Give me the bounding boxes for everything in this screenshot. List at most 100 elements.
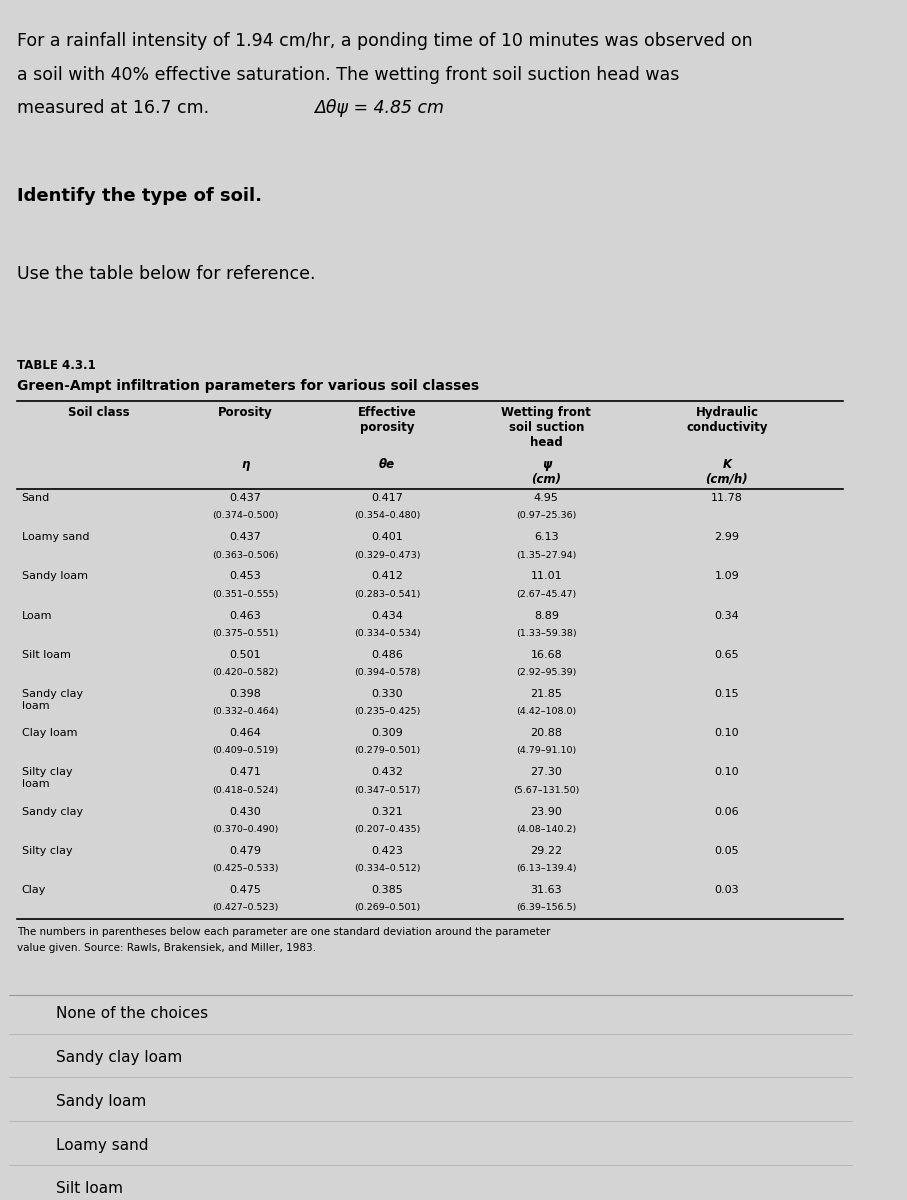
Text: Identify the type of soil.: Identify the type of soil. (17, 187, 262, 205)
Text: Loamy sand: Loamy sand (22, 533, 89, 542)
Text: (4.42–108.0): (4.42–108.0) (516, 707, 576, 716)
Text: (0.97–25.36): (0.97–25.36) (516, 511, 577, 521)
Text: ψ
(cm): ψ (cm) (532, 457, 561, 486)
Text: 20.88: 20.88 (531, 728, 562, 738)
Text: None of the choices: None of the choices (56, 1007, 208, 1021)
Text: Silt loam: Silt loam (22, 650, 71, 660)
Text: (6.13–139.4): (6.13–139.4) (516, 864, 577, 874)
Text: (0.420–0.582): (0.420–0.582) (212, 668, 278, 677)
Text: Silty clay: Silty clay (22, 846, 73, 856)
Text: 0.34: 0.34 (715, 611, 739, 620)
Text: 29.22: 29.22 (531, 846, 562, 856)
Text: 27.30: 27.30 (531, 768, 562, 778)
Text: (4.08–140.2): (4.08–140.2) (516, 824, 576, 834)
Text: (0.207–0.435): (0.207–0.435) (354, 824, 420, 834)
Text: (0.418–0.524): (0.418–0.524) (212, 786, 278, 794)
Text: 0.03: 0.03 (715, 886, 739, 895)
Text: a soil with 40% effective saturation. The wetting front soil suction head was: a soil with 40% effective saturation. Th… (17, 66, 679, 84)
Text: (4.79–91.10): (4.79–91.10) (516, 746, 576, 756)
Text: Soil class: Soil class (68, 407, 130, 420)
Text: 0.10: 0.10 (715, 728, 739, 738)
Text: (0.283–0.541): (0.283–0.541) (354, 589, 420, 599)
Text: (6.39–156.5): (6.39–156.5) (516, 904, 577, 912)
Text: (0.363–0.506): (0.363–0.506) (212, 551, 278, 559)
Text: Clay: Clay (22, 886, 46, 895)
Text: 0.10: 0.10 (715, 768, 739, 778)
Text: Green-Ampt infiltration parameters for various soil classes: Green-Ampt infiltration parameters for v… (17, 379, 479, 394)
Text: (0.334–0.534): (0.334–0.534) (354, 629, 421, 638)
Text: 0.398: 0.398 (229, 689, 261, 700)
Text: (0.427–0.523): (0.427–0.523) (212, 904, 278, 912)
Text: 6.13: 6.13 (534, 533, 559, 542)
Text: 0.486: 0.486 (371, 650, 403, 660)
Text: 0.321: 0.321 (371, 806, 403, 817)
Text: 0.432: 0.432 (371, 768, 403, 778)
Text: The numbers in parentheses below each parameter are one standard deviation aroun: The numbers in parentheses below each pa… (17, 926, 551, 937)
Text: Sandy loam: Sandy loam (56, 1094, 146, 1109)
Text: 0.401: 0.401 (371, 533, 403, 542)
Text: Sandy clay: Sandy clay (22, 806, 83, 817)
Text: 0.385: 0.385 (371, 886, 403, 895)
Text: 0.412: 0.412 (371, 571, 403, 582)
Text: 0.453: 0.453 (229, 571, 261, 582)
Text: 0.417: 0.417 (371, 493, 403, 503)
Text: 4.95: 4.95 (534, 493, 559, 503)
Text: For a rainfall intensity of 1.94 cm/hr, a ponding time of 10 minutes was observe: For a rainfall intensity of 1.94 cm/hr, … (17, 32, 753, 50)
Text: K
(cm/h): K (cm/h) (706, 457, 748, 486)
Text: 0.479: 0.479 (229, 846, 261, 856)
Text: 31.63: 31.63 (531, 886, 562, 895)
Text: (0.374–0.500): (0.374–0.500) (212, 511, 278, 521)
Text: (0.425–0.533): (0.425–0.533) (212, 864, 278, 874)
Text: 0.475: 0.475 (229, 886, 261, 895)
Text: value given. Source: Rawls, Brakensiek, and Miller, 1983.: value given. Source: Rawls, Brakensiek, … (17, 943, 317, 954)
Text: Sandy clay
loam: Sandy clay loam (22, 689, 83, 710)
Text: 0.15: 0.15 (715, 689, 739, 700)
Text: θe: θe (379, 457, 395, 470)
Text: Sandy loam: Sandy loam (22, 571, 87, 582)
Text: 0.430: 0.430 (229, 806, 261, 817)
Text: Use the table below for reference.: Use the table below for reference. (17, 265, 316, 283)
Text: 1.09: 1.09 (715, 571, 739, 582)
Text: 2.99: 2.99 (715, 533, 739, 542)
Text: 0.437: 0.437 (229, 533, 261, 542)
Text: (0.279–0.501): (0.279–0.501) (354, 746, 420, 756)
Text: 0.437: 0.437 (229, 493, 261, 503)
Text: Porosity: Porosity (218, 407, 272, 420)
Text: 0.423: 0.423 (371, 846, 403, 856)
Text: 0.464: 0.464 (229, 728, 261, 738)
Text: (2.67–45.47): (2.67–45.47) (516, 589, 576, 599)
Text: 8.89: 8.89 (533, 611, 559, 620)
Text: (5.67–131.50): (5.67–131.50) (513, 786, 580, 794)
Text: 16.68: 16.68 (531, 650, 562, 660)
Text: TABLE 4.3.1: TABLE 4.3.1 (17, 359, 96, 372)
Text: (2.92–95.39): (2.92–95.39) (516, 668, 577, 677)
Text: (0.370–0.490): (0.370–0.490) (212, 824, 278, 834)
Text: η: η (241, 457, 249, 470)
Text: 11.78: 11.78 (711, 493, 743, 503)
Text: (0.269–0.501): (0.269–0.501) (354, 904, 420, 912)
Text: (1.35–27.94): (1.35–27.94) (516, 551, 577, 559)
Text: 0.471: 0.471 (229, 768, 261, 778)
Text: Δθψ = 4.85 cm: Δθψ = 4.85 cm (314, 100, 444, 118)
Text: (0.351–0.555): (0.351–0.555) (212, 589, 278, 599)
Text: (0.394–0.578): (0.394–0.578) (354, 668, 420, 677)
Text: Sandy clay loam: Sandy clay loam (56, 1050, 182, 1066)
Text: 0.309: 0.309 (371, 728, 403, 738)
Text: Effective
porosity: Effective porosity (357, 407, 416, 434)
Text: 0.330: 0.330 (371, 689, 403, 700)
Text: 0.65: 0.65 (715, 650, 739, 660)
Text: (0.235–0.425): (0.235–0.425) (354, 707, 420, 716)
Text: Wetting front
soil suction
head: Wetting front soil suction head (502, 407, 591, 450)
Text: Clay loam: Clay loam (22, 728, 77, 738)
Text: 23.90: 23.90 (531, 806, 562, 817)
Text: (1.33–59.38): (1.33–59.38) (516, 629, 577, 638)
Text: 21.85: 21.85 (531, 689, 562, 700)
Text: 0.05: 0.05 (715, 846, 739, 856)
Text: 0.06: 0.06 (715, 806, 739, 817)
Text: 11.01: 11.01 (531, 571, 562, 582)
Text: Hydraulic
conductivity: Hydraulic conductivity (687, 407, 767, 434)
Text: 0.501: 0.501 (229, 650, 261, 660)
Text: Loam: Loam (22, 611, 52, 620)
Text: (0.329–0.473): (0.329–0.473) (354, 551, 420, 559)
Text: 0.434: 0.434 (371, 611, 403, 620)
